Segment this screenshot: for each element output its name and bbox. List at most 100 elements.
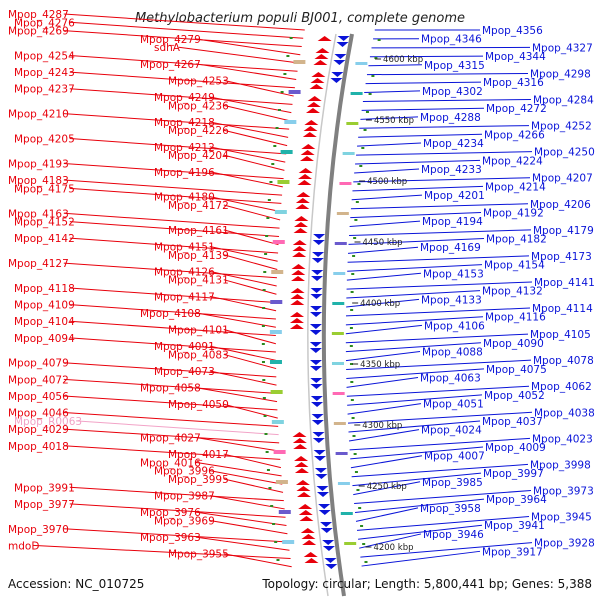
feature-category-block [331,362,344,365]
gc-tick [264,253,268,255]
gene-feature-forward [302,132,317,137]
gc-tick [351,417,355,419]
leader-line [63,113,290,130]
leader-line [69,503,286,518]
gene-label-right: Mpop_4272 [486,103,547,115]
gene-label-left: Mpop_3969 [154,515,215,527]
gene-feature-forward [303,126,318,131]
gene-label-left: Mpop_4151 [154,241,215,253]
kbp-tick-label: 4500 kbp [367,177,407,187]
leader-line [32,544,291,559]
gc-tick [263,271,267,273]
gene-feature-forward [293,222,308,227]
leader-line [347,411,533,424]
leader-line [346,281,533,290]
gene-feature-forward [292,438,307,443]
gene-label-left: Mpop_4050 [168,399,229,411]
feature-category-block [280,150,293,154]
gene-feature-reverse [311,402,324,407]
gene-label-left: Mpop_4016 [140,457,201,469]
gc-tick [360,525,364,527]
genome-backbone [321,33,354,597]
gc-tick [271,163,275,165]
gene-label-right: Mpop_4088 [422,346,483,358]
leader-line [209,121,289,138]
feature-category-block [333,422,346,425]
leader-line [195,38,301,56]
gene-label-left: Mpop_4139 [168,250,229,262]
gene-label-left: Mpop_4142 [14,233,75,245]
gene-feature-reverse [318,510,331,515]
leader-line [355,507,419,522]
leader-line [354,498,485,513]
gene-label-right: Mpop_4206 [530,199,591,211]
gc-tick [262,379,266,381]
gc-tick [276,559,280,561]
gene-feature-forward [309,84,324,89]
leader-line [357,142,422,147]
gc-tick [265,451,269,453]
leader-line [195,511,287,526]
leader-line [349,229,532,236]
gene-label-left: Mpop_4196 [154,167,215,179]
gene-feature-forward [311,72,326,77]
gene-feature-forward [297,180,312,185]
genome-backbone-inner [307,33,337,597]
gene-feature-forward [293,444,308,449]
gene-feature-forward [297,492,312,497]
leader-line [356,516,530,531]
gene-label-left: Mpop_R0063 [14,416,82,428]
feature-category-block [271,270,284,274]
feature-category-block [337,482,350,485]
feature-category-block [334,242,347,245]
leader-line [75,420,279,436]
gc-tick [356,489,360,491]
gene-feature-forward [293,228,308,233]
gene-feature-forward [298,510,313,515]
leader-line [69,221,280,237]
leader-line [63,412,279,427]
feature-category-block [346,122,359,125]
leader-line [69,88,293,105]
leader-line [195,436,280,452]
gene-label-right: Mpop_4169 [420,242,481,254]
gene-feature-forward [290,294,305,299]
gene-feature-reverse [310,312,323,317]
leader-line [223,353,277,370]
gene-label-left: Mpop_3970 [8,524,69,536]
gene-label-right: Mpop_4233 [421,164,482,176]
leader-line [350,211,482,219]
gene-feature-forward [295,198,310,203]
gene-label-right: Mpop_3928 [534,538,595,550]
gene-label-right: Mpop_3985 [422,477,483,489]
gene-label-left: Mpop_4210 [8,109,69,121]
gene-feature-reverse [318,504,331,509]
gc-tick [262,307,266,309]
gene-feature-reverse [310,384,323,389]
gene-label-right: Mpop_4194 [422,216,483,228]
gc-tick [352,435,356,437]
leader-line [369,55,484,58]
gene-label-right: Mpop_3998 [530,459,591,471]
gene-label-left: Mpop_4183 [8,175,69,187]
leader-line [347,255,530,263]
gene-feature-reverse [310,396,323,401]
leader-line [352,472,482,487]
gene-feature-reverse [310,306,323,311]
gene-label-left: Mpop_4226 [168,125,229,137]
gc-tick [377,39,381,41]
gene-label-left: Mpop_4072 [8,374,69,386]
gc-tick [289,37,293,39]
gc-tick [363,129,367,131]
gene-label-left: Mpop_4046 [8,408,69,420]
leader-line [350,446,484,460]
kbp-tick-label: 4550 kbp [374,116,414,126]
leader-line [69,138,287,155]
gene-feature-forward [300,150,315,155]
gene-feature-forward [303,552,318,557]
gene-label-left: Mpop_4152 [14,217,75,229]
gene-feature-reverse [316,486,329,491]
gene-feature-reverse [312,432,325,437]
leader-line [63,162,284,180]
leader-line [360,116,419,120]
